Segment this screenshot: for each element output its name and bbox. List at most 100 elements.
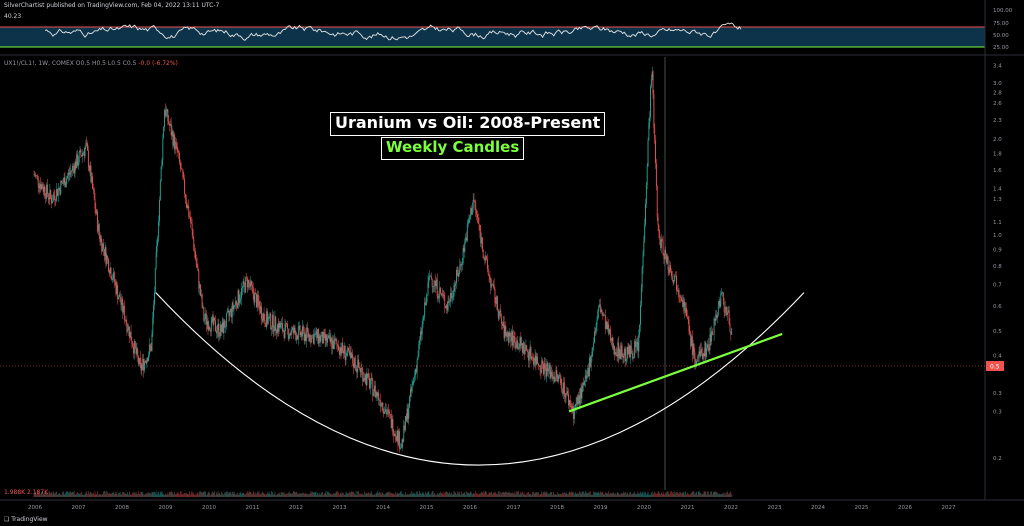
- candle-body: [619, 349, 621, 359]
- candle-body: [440, 287, 442, 294]
- volume-bar: [547, 493, 549, 497]
- volume-bar: [72, 492, 74, 497]
- time-tick-label: 2022: [724, 505, 738, 511]
- volume-bar: [522, 493, 524, 497]
- candle-body: [486, 256, 488, 260]
- candle-body: [365, 374, 367, 386]
- candle-body: [519, 337, 521, 347]
- volume-bar: [282, 492, 283, 497]
- candle-body: [616, 354, 618, 357]
- candle-body: [77, 162, 79, 166]
- volume-bar: [253, 492, 255, 497]
- candle-body: [189, 217, 191, 222]
- volume-bar: [318, 492, 320, 497]
- volume-bar: [479, 493, 481, 497]
- candle-body: [88, 167, 90, 171]
- volume-bar: [374, 494, 376, 497]
- candle-body: [227, 310, 229, 312]
- candle-body: [717, 315, 718, 318]
- volume-bar: [210, 494, 212, 497]
- candle-body: [653, 95, 655, 128]
- candle-body: [58, 188, 60, 189]
- volume-bar: [371, 493, 373, 497]
- volume-legend: 1.988K 2.187K: [4, 489, 49, 496]
- candle-body: [679, 295, 681, 297]
- volume-bar: [127, 492, 129, 497]
- candle-body: [291, 329, 293, 335]
- volume-bar: [650, 492, 652, 497]
- volume-bar: [302, 493, 304, 497]
- volume-bar: [519, 493, 521, 497]
- candle-body: [229, 312, 231, 316]
- candle-body: [405, 415, 407, 421]
- volume-bar: [701, 494, 703, 497]
- candle-body: [374, 385, 376, 397]
- candle-body: [634, 341, 636, 358]
- volume-bar: [233, 494, 235, 497]
- candle-body: [114, 282, 116, 283]
- candle-body: [503, 322, 505, 339]
- candle-body: [130, 331, 132, 341]
- volume-bar: [342, 492, 344, 497]
- volume-bar: [682, 492, 684, 497]
- volume-bar: [721, 493, 723, 497]
- candle-body: [406, 408, 408, 421]
- volume-bar: [707, 491, 708, 497]
- candle-body: [176, 143, 178, 151]
- candle-body: [155, 252, 157, 268]
- volume-bar: [417, 494, 419, 497]
- volume-bar: [176, 493, 178, 497]
- time-tick-label: 2008: [115, 505, 129, 511]
- volume-bar: [703, 491, 705, 497]
- candle-body: [267, 318, 269, 324]
- volume-bar: [57, 494, 59, 497]
- volume-bar: [197, 492, 199, 497]
- volume-bar: [695, 493, 697, 497]
- candle-body: [413, 377, 415, 382]
- candle-body: [334, 338, 336, 341]
- volume-bar: [139, 493, 140, 497]
- volume-bar: [465, 494, 467, 497]
- volume-bar: [360, 493, 362, 497]
- candle-body: [126, 322, 128, 332]
- volume-bar: [646, 493, 648, 497]
- volume-bar: [40, 494, 42, 497]
- candle-body: [47, 194, 49, 199]
- candle-body: [175, 141, 177, 144]
- volume-bar: [364, 494, 366, 497]
- volume-bar: [727, 493, 729, 497]
- volume-bar: [52, 491, 54, 497]
- volume-bar: [362, 493, 364, 497]
- volume-bar: [459, 492, 461, 497]
- candle-body: [316, 331, 318, 339]
- volume-bar: [169, 492, 171, 497]
- candle-body: [579, 388, 581, 405]
- volume-bar: [153, 492, 155, 497]
- volume-bar: [291, 494, 293, 497]
- volume-bar: [41, 491, 43, 497]
- candle-body: [328, 335, 330, 336]
- symbol-legend[interactable]: UX1!/CL1!, 1W, COMEX O0.5 H0.5 L0.5 C0.5…: [4, 60, 178, 67]
- volume-bar: [280, 494, 282, 497]
- volume-bar: [279, 492, 281, 497]
- volume-bar: [420, 494, 422, 497]
- candle-body: [704, 342, 706, 357]
- candle-body: [547, 362, 549, 372]
- candle-body: [707, 344, 709, 348]
- candle-body: [681, 297, 682, 302]
- candle-body: [342, 342, 344, 351]
- candle-body: [81, 155, 83, 157]
- volume-bar: [248, 491, 250, 497]
- volume-bar: [133, 492, 134, 497]
- candle-body: [317, 329, 319, 344]
- volume-bar: [112, 492, 114, 497]
- candle-body: [196, 264, 198, 268]
- candle-body: [542, 360, 544, 365]
- volume-bar: [354, 494, 356, 497]
- candle-body: [730, 331, 732, 335]
- candle-body: [134, 341, 136, 348]
- candle-body: [319, 335, 321, 342]
- volume-bar: [452, 494, 454, 497]
- volume-bar: [229, 492, 231, 497]
- candle-body: [251, 285, 253, 287]
